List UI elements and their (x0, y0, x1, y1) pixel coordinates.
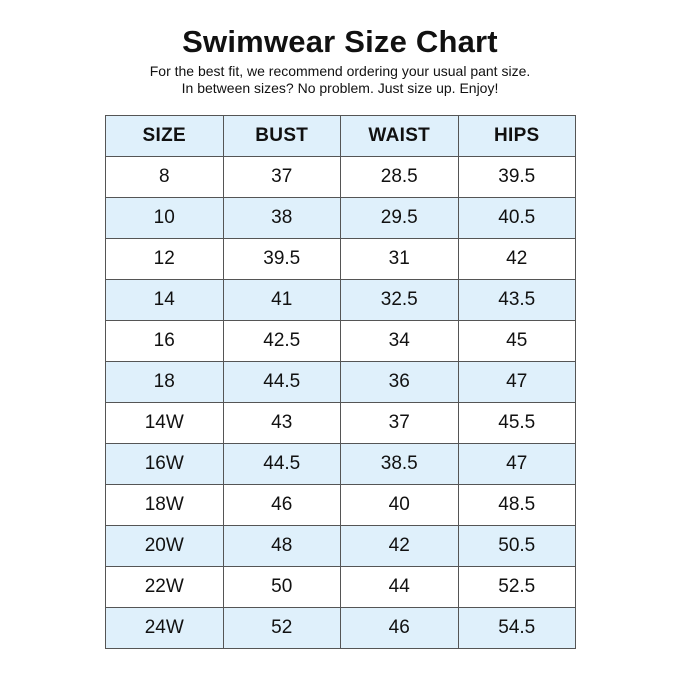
cell-waist: 42 (340, 525, 459, 567)
cell-bust: 41 (222, 279, 341, 321)
size-table: SIZE BUST WAIST HIPS 8 37 28.5 39.5 10 38 29.5… (105, 115, 576, 649)
cell-hips: 52.5 (457, 566, 576, 608)
table-row: 16 42.5 34 45 (105, 320, 576, 362)
subtitle-line-2: In between sizes? No problem. Just size … (181, 80, 499, 96)
cell-hips: 47 (457, 443, 576, 485)
page-title: Swimwear Size Chart (182, 24, 498, 59)
cell-waist: 38.5 (340, 443, 459, 485)
table-row: 10 38 29.5 40.5 (105, 197, 576, 239)
table-row: 14W 43 37 45.5 (105, 402, 576, 444)
cell-bust: 48 (222, 525, 341, 567)
cell-waist: 34 (340, 320, 459, 362)
table-row: 18W 46 40 48.5 (105, 484, 576, 526)
cell-bust: 44.5 (222, 443, 341, 485)
cell-size: 12 (105, 238, 224, 280)
cell-hips: 45 (457, 320, 576, 362)
cell-hips: 50.5 (457, 525, 576, 567)
cell-hips: 42 (457, 238, 576, 280)
cell-bust: 43 (222, 402, 341, 444)
table-row: 20W 48 42 50.5 (105, 525, 576, 567)
cell-bust: 37 (222, 156, 341, 198)
subtitle-line-1: For the best fit, we recommend ordering … (149, 63, 531, 79)
cell-bust: 52 (222, 607, 341, 649)
cell-waist: 36 (340, 361, 459, 403)
subtitle: For the best fit, we recommend ordering … (0, 63, 680, 97)
cell-waist: 46 (340, 607, 459, 649)
cell-bust: 38 (222, 197, 341, 239)
cell-size: 16W (105, 443, 224, 485)
table-row: 24W 52 46 54.5 (105, 607, 576, 649)
cell-hips: 48.5 (457, 484, 576, 526)
cell-waist: 28.5 (340, 156, 459, 198)
cell-bust: 46 (222, 484, 341, 526)
column-header-hips: HIPS (457, 115, 576, 157)
table-row: 16W 44.5 38.5 47 (105, 443, 576, 485)
cell-size: 10 (105, 197, 224, 239)
table-row: 14 41 32.5 43.5 (105, 279, 576, 321)
cell-waist: 40 (340, 484, 459, 526)
cell-bust: 44.5 (222, 361, 341, 403)
cell-bust: 42.5 (222, 320, 341, 362)
cell-size: 14 (105, 279, 224, 321)
cell-hips: 40.5 (457, 197, 576, 239)
cell-waist: 29.5 (340, 197, 459, 239)
cell-waist: 32.5 (340, 279, 459, 321)
table-row: 8 37 28.5 39.5 (105, 156, 576, 198)
table-row: 18 44.5 36 47 (105, 361, 576, 403)
column-header-bust: BUST (222, 115, 341, 157)
table-header-row: SIZE BUST WAIST HIPS (105, 115, 576, 157)
table-body: 8 37 28.5 39.5 10 38 29.5 40.5 12 39.5 31 42 14 41 32.… (105, 156, 576, 649)
column-header-size: SIZE (105, 115, 224, 157)
cell-hips: 39.5 (457, 156, 576, 198)
cell-hips: 43.5 (457, 279, 576, 321)
cell-hips: 47 (457, 361, 576, 403)
table-row: 12 39.5 31 42 (105, 238, 576, 280)
cell-size: 20W (105, 525, 224, 567)
column-header-waist: WAIST (340, 115, 459, 157)
cell-hips: 45.5 (457, 402, 576, 444)
table-row: 22W 50 44 52.5 (105, 566, 576, 608)
cell-size: 24W (105, 607, 224, 649)
cell-size: 18 (105, 361, 224, 403)
cell-waist: 31 (340, 238, 459, 280)
cell-size: 14W (105, 402, 224, 444)
cell-size: 16 (105, 320, 224, 362)
cell-waist: 44 (340, 566, 459, 608)
cell-bust: 50 (222, 566, 341, 608)
cell-size: 8 (105, 156, 224, 198)
cell-hips: 54.5 (457, 607, 576, 649)
cell-size: 22W (105, 566, 224, 608)
cell-bust: 39.5 (222, 238, 341, 280)
cell-size: 18W (105, 484, 224, 526)
cell-waist: 37 (340, 402, 459, 444)
